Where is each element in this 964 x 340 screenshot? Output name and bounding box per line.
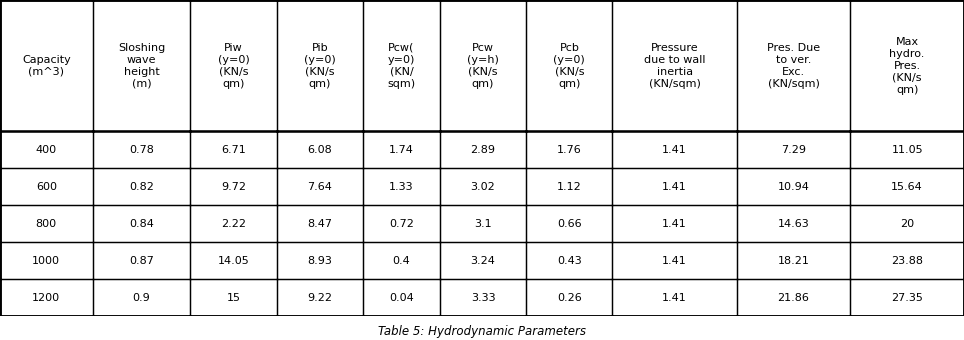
Text: 10.94: 10.94: [778, 182, 810, 192]
Text: Max
hydro.
Pres.
(KN/s
qm): Max hydro. Pres. (KN/s qm): [890, 37, 924, 95]
Bar: [191, 279, 277, 316]
Text: 0.82: 0.82: [129, 182, 154, 192]
Text: 1.74: 1.74: [389, 145, 414, 155]
Bar: [526, 279, 612, 316]
Text: 1.41: 1.41: [662, 256, 687, 266]
Text: 3.1: 3.1: [474, 219, 492, 229]
Bar: [440, 279, 526, 316]
Bar: [0, 131, 93, 168]
Text: 8.47: 8.47: [308, 219, 333, 229]
Text: 23.88: 23.88: [891, 256, 924, 266]
Bar: [0, 205, 93, 242]
Text: Pcw(
y=0)
(KN/
sqm): Pcw( y=0) (KN/ sqm): [388, 42, 415, 89]
Bar: [277, 168, 363, 205]
Bar: [363, 168, 440, 205]
Text: 1.41: 1.41: [662, 145, 687, 155]
Bar: [191, 0, 277, 131]
Bar: [526, 131, 612, 168]
Bar: [0, 168, 93, 205]
Text: 1200: 1200: [32, 293, 61, 303]
Text: 3.33: 3.33: [470, 293, 495, 303]
Text: Pcb
(y=0)
(KN/s
qm): Pcb (y=0) (KN/s qm): [553, 42, 585, 89]
Text: 0.87: 0.87: [129, 256, 154, 266]
Bar: [93, 168, 191, 205]
Bar: [363, 242, 440, 279]
Bar: [93, 131, 191, 168]
Bar: [191, 242, 277, 279]
Text: 0.43: 0.43: [557, 256, 581, 266]
Bar: [526, 205, 612, 242]
Text: 6.71: 6.71: [222, 145, 246, 155]
Bar: [736, 279, 850, 316]
Text: Sloshing
wave
height
(m): Sloshing wave height (m): [118, 42, 165, 89]
Text: 3.02: 3.02: [470, 182, 495, 192]
Bar: [93, 0, 191, 131]
Bar: [440, 131, 526, 168]
Bar: [612, 168, 736, 205]
Bar: [612, 0, 736, 131]
Bar: [440, 168, 526, 205]
Text: Pres. Due
to ver.
Exc.
(KN/sqm): Pres. Due to ver. Exc. (KN/sqm): [767, 42, 820, 89]
Text: 2.89: 2.89: [470, 145, 495, 155]
Text: 11.05: 11.05: [892, 145, 923, 155]
Text: 3.24: 3.24: [470, 256, 495, 266]
Bar: [277, 279, 363, 316]
Bar: [363, 279, 440, 316]
Text: 18.21: 18.21: [778, 256, 810, 266]
Text: 1.12: 1.12: [557, 182, 581, 192]
Bar: [850, 131, 964, 168]
Bar: [850, 0, 964, 131]
Text: 0.4: 0.4: [392, 256, 411, 266]
Bar: [850, 279, 964, 316]
Text: Pcw
(y=h)
(KN/s
qm): Pcw (y=h) (KN/s qm): [468, 42, 499, 89]
Bar: [0, 0, 93, 131]
Text: Table 5: Hydrodynamic Parameters: Table 5: Hydrodynamic Parameters: [378, 325, 586, 338]
Bar: [612, 242, 736, 279]
Bar: [736, 205, 850, 242]
Text: 6.08: 6.08: [308, 145, 333, 155]
Text: 600: 600: [36, 182, 57, 192]
Text: 21.86: 21.86: [778, 293, 810, 303]
Bar: [612, 131, 736, 168]
Text: 14.05: 14.05: [218, 256, 250, 266]
Text: 1.33: 1.33: [389, 182, 414, 192]
Text: 1.41: 1.41: [662, 293, 687, 303]
Bar: [440, 242, 526, 279]
Text: 1.41: 1.41: [662, 182, 687, 192]
Text: 0.04: 0.04: [389, 293, 414, 303]
Bar: [440, 205, 526, 242]
Text: 2.22: 2.22: [221, 219, 246, 229]
Bar: [736, 168, 850, 205]
Text: 0.72: 0.72: [389, 219, 414, 229]
Bar: [93, 279, 191, 316]
Bar: [736, 131, 850, 168]
Bar: [277, 0, 363, 131]
Text: 8.93: 8.93: [308, 256, 333, 266]
Bar: [363, 205, 440, 242]
Text: 27.35: 27.35: [892, 293, 924, 303]
Bar: [277, 242, 363, 279]
Bar: [850, 242, 964, 279]
Text: 20: 20: [900, 219, 914, 229]
Text: 15.64: 15.64: [892, 182, 924, 192]
Text: 0.84: 0.84: [129, 219, 154, 229]
Bar: [612, 279, 736, 316]
Text: 400: 400: [36, 145, 57, 155]
Text: 15: 15: [227, 293, 241, 303]
Text: 0.66: 0.66: [557, 219, 581, 229]
Bar: [277, 131, 363, 168]
Bar: [526, 242, 612, 279]
Bar: [440, 0, 526, 131]
Text: Pib
(y=0)
(KN/s
qm): Pib (y=0) (KN/s qm): [304, 42, 335, 89]
Bar: [526, 168, 612, 205]
Text: 1000: 1000: [33, 256, 61, 266]
Text: 9.72: 9.72: [221, 182, 246, 192]
Text: Capacity
(m^3): Capacity (m^3): [22, 55, 70, 76]
Bar: [363, 0, 440, 131]
Text: 800: 800: [36, 219, 57, 229]
Bar: [277, 205, 363, 242]
Bar: [736, 0, 850, 131]
Text: Pressure
due to wall
inertia
(KN/sqm): Pressure due to wall inertia (KN/sqm): [644, 42, 706, 89]
Bar: [850, 205, 964, 242]
Text: 0.9: 0.9: [133, 293, 150, 303]
